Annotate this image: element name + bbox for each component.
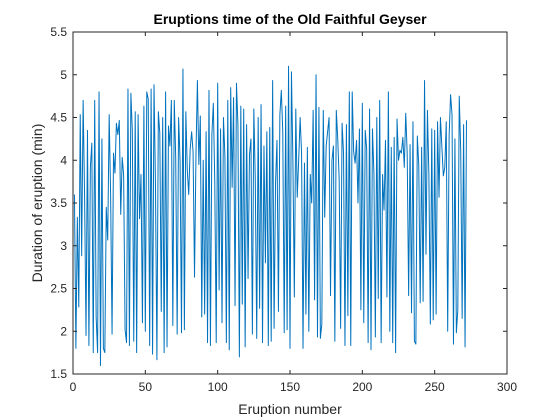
y-tick-label: 3 [60, 239, 67, 253]
y-axis-ticks: 1.5 2 2.5 3 3.5 4 4.5 5 5.5 [50, 25, 507, 381]
y-tick-label: 2.5 [50, 282, 67, 296]
x-tick-label: 300 [497, 380, 517, 394]
y-tick-label: 1.5 [50, 367, 67, 381]
chart-title: Eruptions time of the Old Faithful Geyse… [153, 11, 427, 27]
y-axis-label: Duration of eruption (min) [29, 124, 45, 283]
series-line-0 [73, 65, 467, 366]
y-tick-label: 3.5 [50, 196, 67, 210]
x-axis-ticks: 0 50 100 150 200 250 300 [70, 32, 517, 394]
y-tick-label: 4.5 [50, 111, 67, 125]
x-tick-label: 50 [139, 380, 153, 394]
x-tick-label: 100 [208, 380, 228, 394]
x-tick-label: 250 [425, 380, 445, 394]
x-tick-label: 0 [70, 380, 77, 394]
y-tick-label: 5 [60, 68, 67, 82]
y-tick-label: 5.5 [50, 25, 67, 39]
y-tick-label: 2 [60, 324, 67, 338]
x-axis-label: Eruption number [238, 401, 342, 417]
series-layer [73, 65, 467, 366]
x-tick-label: 150 [280, 380, 300, 394]
x-tick-label: 200 [352, 380, 372, 394]
y-tick-label: 4 [60, 153, 67, 167]
